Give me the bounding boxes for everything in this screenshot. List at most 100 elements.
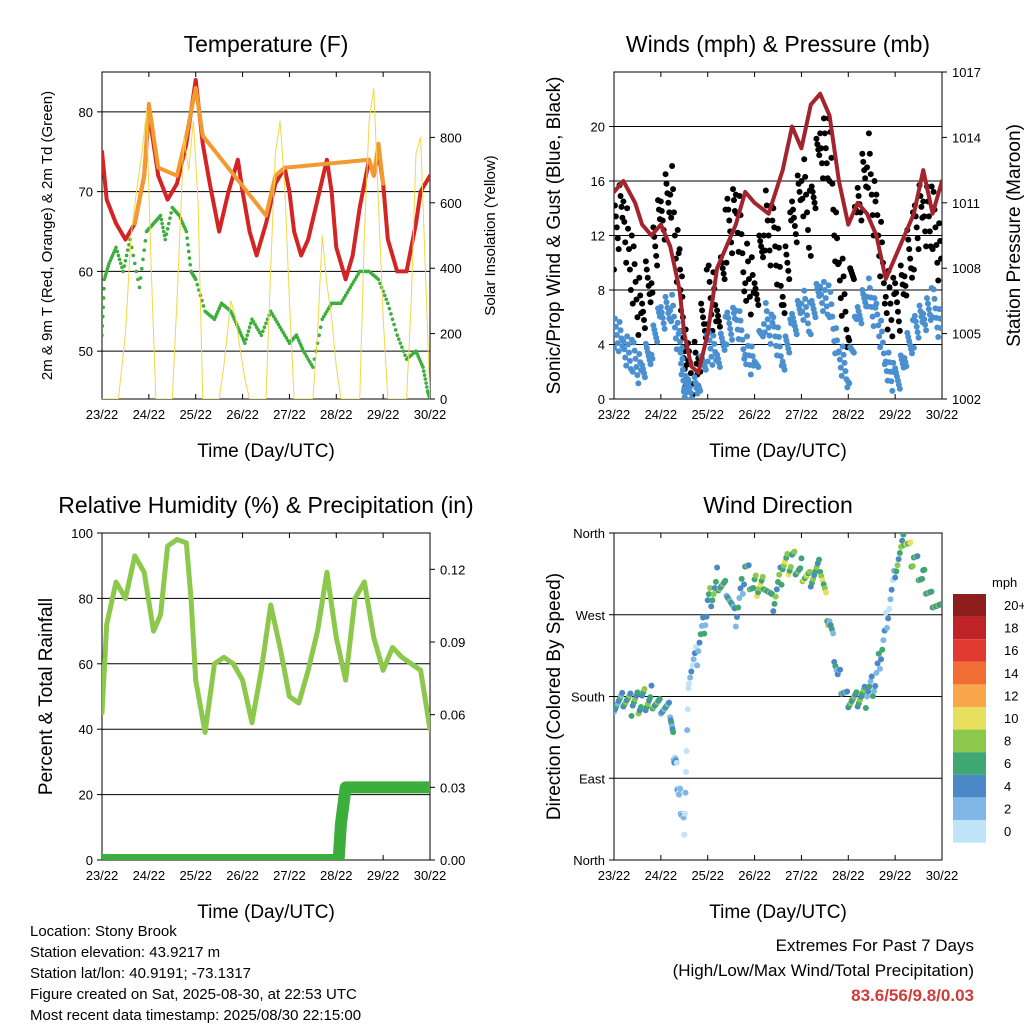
- data-point: [785, 267, 792, 274]
- data-point: [799, 195, 806, 202]
- x-tick-label: 27/22: [785, 868, 818, 883]
- data-point: [938, 325, 942, 332]
- direction-point: [861, 683, 868, 690]
- data-point: [161, 225, 165, 230]
- data-point: [633, 363, 640, 370]
- data-point: [748, 343, 755, 350]
- data-point: [842, 308, 849, 315]
- direction-point: [681, 810, 688, 817]
- data-point: [639, 300, 646, 307]
- data-point: [392, 322, 396, 327]
- data-point: [715, 318, 722, 325]
- data-point: [925, 306, 932, 313]
- data-point: [123, 258, 128, 263]
- data-point: [757, 237, 764, 244]
- data-point: [762, 299, 769, 306]
- data-point: [143, 239, 148, 243]
- data-point: [822, 295, 829, 302]
- data-point: [652, 243, 659, 250]
- data-point: [838, 372, 845, 379]
- x-tick-label: 29/22: [879, 407, 912, 422]
- x-tick-label: 24/22: [133, 407, 166, 422]
- direction-point: [771, 600, 778, 607]
- direction-point: [702, 622, 709, 629]
- y-tick-label: 100: [71, 526, 93, 541]
- direction-point: [778, 581, 785, 588]
- data-point: [869, 212, 876, 219]
- data-point: [837, 295, 844, 302]
- x-tick-label: 26/22: [738, 407, 771, 422]
- data-point: [802, 295, 809, 302]
- y2-tick-label: 1005: [952, 327, 981, 342]
- direction-point: [736, 594, 743, 601]
- extremes-box: Extremes For Past 7 Days (High/Low/Max W…: [673, 933, 974, 1008]
- y2-tick-label: 0: [440, 392, 447, 407]
- data-point: [127, 243, 131, 247]
- data-point: [921, 213, 928, 220]
- x-tick-label: 25/22: [691, 868, 724, 883]
- legend-label: 14: [1004, 666, 1018, 681]
- y2-axis-label: Station Pressure (Maroon): [1004, 124, 1024, 347]
- data-point: [781, 310, 788, 317]
- data-point: [809, 188, 816, 195]
- chart-panel-2: Winds (mph) & Pressure (mb) Time (Day/UTC…: [544, 31, 1024, 462]
- y-tick-label: 50: [79, 344, 93, 359]
- legend-swatch: [953, 774, 986, 798]
- y2-tick-label: 1011: [952, 196, 980, 211]
- data-point: [867, 171, 874, 178]
- data-point: [814, 141, 821, 148]
- data-point: [755, 363, 762, 370]
- direction-point: [773, 586, 780, 593]
- data-point: [647, 299, 654, 306]
- data-point: [674, 319, 681, 326]
- data-point: [195, 282, 200, 287]
- data-point: [875, 322, 882, 329]
- data-point: [640, 316, 647, 323]
- y2-tick-label: 1017: [952, 65, 981, 80]
- data-point: [766, 247, 773, 254]
- data-point: [866, 150, 873, 157]
- data-point: [819, 160, 826, 167]
- data-point: [187, 256, 192, 260]
- data-point: [729, 250, 736, 257]
- y2-tick-label: 0.03: [440, 780, 465, 795]
- data-point: [663, 299, 670, 306]
- data-point: [800, 213, 807, 220]
- x-tick-label: 23/22: [86, 407, 119, 422]
- data-point: [691, 338, 698, 345]
- data-point: [702, 366, 709, 373]
- data-point: [698, 300, 705, 307]
- direction-point: [837, 666, 844, 673]
- data-point: [879, 239, 886, 246]
- data-point: [881, 300, 888, 307]
- data-point: [623, 259, 630, 266]
- direction-point: [689, 662, 696, 669]
- data-point: [169, 211, 173, 215]
- data-point: [642, 258, 649, 265]
- data-point: [625, 246, 632, 253]
- data-point: [728, 331, 735, 338]
- data-point: [616, 319, 623, 326]
- data-point: [825, 282, 832, 289]
- data-point: [818, 291, 825, 298]
- data-point: [142, 248, 146, 252]
- data-point: [662, 293, 669, 300]
- data-point: [846, 337, 853, 344]
- direction-point: [823, 589, 830, 596]
- direction-point: [830, 630, 837, 637]
- y-tick-label: West: [576, 608, 606, 623]
- direction-point: [695, 648, 702, 655]
- direction-point: [868, 673, 875, 680]
- data-point: [725, 314, 732, 321]
- data-point: [676, 246, 683, 253]
- data-point: [909, 350, 916, 357]
- data-point: [921, 316, 928, 323]
- chart-title: Temperature (F): [184, 31, 349, 57]
- data-point: [914, 329, 921, 336]
- x-tick-label: 28/22: [320, 868, 353, 883]
- data-point: [654, 338, 661, 345]
- data-point: [906, 246, 913, 253]
- direction-point: [937, 601, 942, 608]
- data-point: [807, 331, 814, 338]
- data-point: [624, 333, 631, 340]
